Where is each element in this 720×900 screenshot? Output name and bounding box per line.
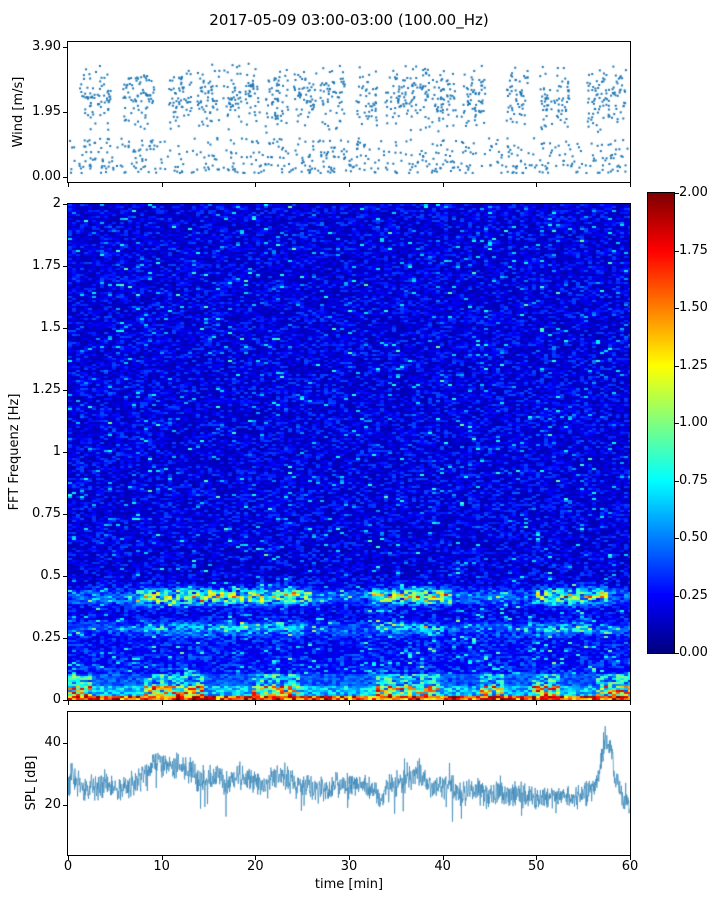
wind-scatter-canvas (68, 42, 630, 182)
axis-tick (675, 595, 679, 597)
tick-label: 1.75 (679, 242, 708, 258)
spl-line-canvas (68, 712, 630, 855)
tick-label: 0.25 (679, 587, 708, 603)
axis-tick (68, 701, 69, 705)
tick-label: 1.25 (679, 357, 708, 373)
colorbar (647, 192, 675, 654)
axis-tick (675, 193, 679, 194)
wind-y-axis-label: Wind [m/s] (11, 76, 26, 148)
spl-y-axis-label: SPL [dB] (24, 755, 39, 811)
axis-tick (349, 183, 350, 187)
tick-label: 30 (340, 859, 358, 874)
axis-tick (675, 365, 679, 367)
axis-tick (442, 701, 444, 705)
axis-tick (536, 856, 538, 860)
axis-tick (349, 701, 350, 705)
tick-label: 1.5 (40, 320, 61, 335)
axis-tick (675, 480, 679, 482)
tick-label: 0.00 (679, 645, 708, 660)
wind-scatter-plot (67, 41, 631, 183)
spectrogram-plot (67, 203, 631, 701)
tick-label: 2.00 (679, 185, 708, 200)
axis-tick (255, 183, 257, 187)
tick-label: 1.75 (32, 258, 61, 273)
tick-label: 0 (63, 859, 73, 874)
tick-label: 0.5 (40, 568, 61, 583)
axis-tick (675, 308, 679, 309)
tick-label: 1.00 (679, 415, 708, 430)
tick-label: 50 (528, 859, 545, 874)
axis-tick (161, 183, 163, 187)
tick-label: 60 (621, 859, 639, 874)
axis-tick (442, 183, 444, 187)
axis-tick (536, 183, 538, 187)
axis-tick (161, 701, 163, 705)
axis-tick (442, 856, 444, 860)
axis-tick (675, 250, 679, 252)
axis-tick (536, 701, 538, 705)
spectrogram-y-axis-label: FFT Frequenz [Hz] (7, 393, 22, 511)
axis-tick (349, 856, 350, 860)
axis-tick (630, 701, 631, 705)
axis-tick (630, 183, 631, 187)
tick-label: 0.50 (679, 530, 708, 545)
axis-tick (675, 653, 679, 654)
axis-tick (675, 538, 679, 539)
axis-tick (68, 183, 69, 187)
tick-label: 1.50 (679, 300, 708, 315)
axis-tick (675, 423, 679, 424)
tick-label: 20 (247, 859, 264, 874)
tick-label: 40 (434, 859, 451, 874)
tick-label: 0.75 (679, 472, 708, 488)
axis-tick (255, 856, 257, 860)
time-axis-label: time [min] (314, 877, 384, 892)
tick-label: 10 (153, 859, 170, 874)
axis-tick (68, 856, 69, 860)
axis-tick (630, 856, 631, 860)
spectrogram-canvas (68, 204, 630, 700)
figure-title: 2017-05-09 03:00-03:00 (100.00_Hz) (209, 11, 489, 29)
tick-label: 0.25 (32, 630, 61, 645)
colorbar-canvas (648, 193, 674, 653)
axis-tick (161, 856, 163, 860)
axis-tick (255, 701, 257, 705)
spl-line-plot (67, 711, 631, 856)
